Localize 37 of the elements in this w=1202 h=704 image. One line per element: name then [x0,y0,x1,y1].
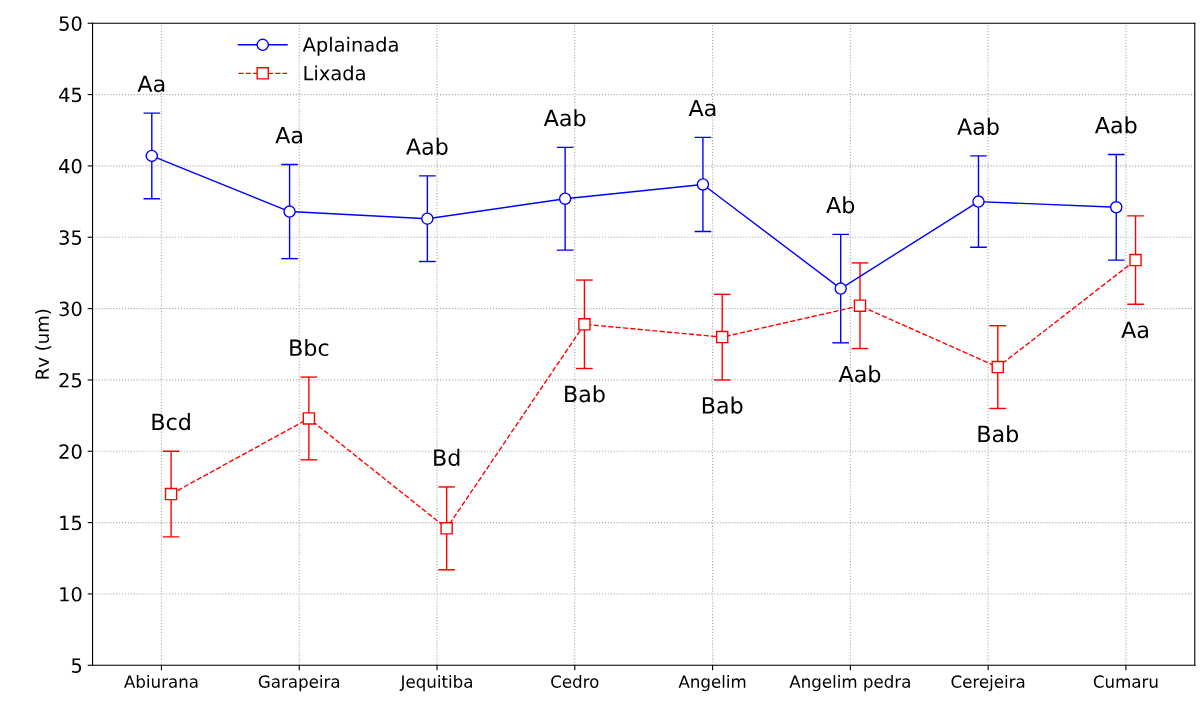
annotation: Aab [406,137,448,155]
x-tick-label: Cerejeira [951,675,1025,692]
x-tick-label: Angelim pedra [789,675,910,692]
y-tick-label: 25 [59,372,82,388]
y-tick-label: 15 [60,515,82,531]
annotation: Bcd [152,413,190,431]
y-tick-label: 30 [59,301,82,317]
annotation: Bab [978,425,1019,443]
annotation: Aa [688,99,716,117]
annotation: Bd [434,448,460,466]
annotation: Bab [565,385,605,403]
y-tick-label: 5 [71,658,82,673]
legend-label: Lixada [304,65,365,81]
annotation: Aa [137,75,165,93]
x-tick-label: Cedro [551,675,599,688]
y-tick-label: 20 [59,444,82,459]
annotation: Aa [1121,321,1148,339]
y-tick-label: 45 [59,87,82,103]
y-tick-label: 35 [59,230,82,245]
annotation: Bab [702,396,743,414]
x-tick-label: Garapeira [258,675,340,692]
x-tick-label: Angelim [678,675,746,692]
x-tick-label: Abiurana [124,675,198,688]
annotation: Aab [543,109,586,127]
annotation: Aa [275,126,302,144]
annotation: Aab [1094,116,1137,134]
x-tick-label: Jequitiba [399,675,472,692]
annotation: Aab [957,117,999,135]
legend-label: Aplainada [302,36,398,56]
x-tick-label: Cumaru [1093,675,1158,688]
y-tick-label: 50 [59,16,82,31]
annotation: Bbc [290,338,329,357]
y-tick-label: 10 [60,586,82,602]
annotation: Aab [838,365,881,383]
y-axis-title: Rv (um) [35,309,52,379]
annotation: Ab [826,196,855,214]
y-tick-label: 40 [59,158,82,174]
